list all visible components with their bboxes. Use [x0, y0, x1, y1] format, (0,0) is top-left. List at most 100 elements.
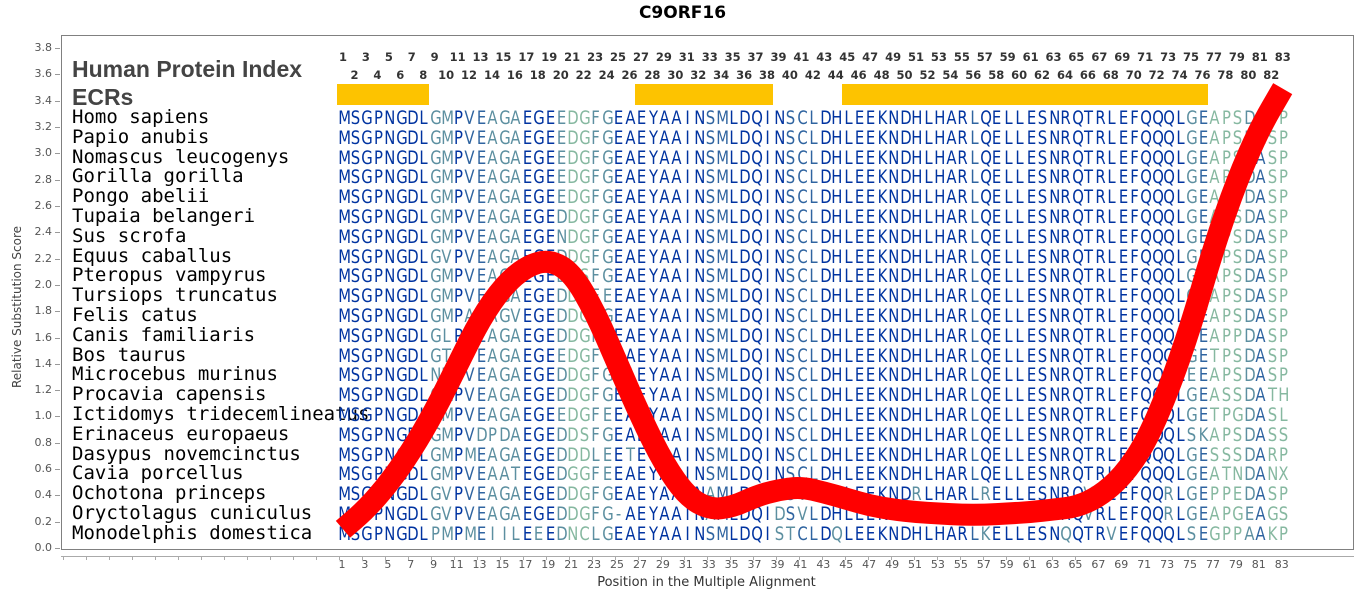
residue: A [671, 186, 681, 209]
residue: R [1060, 344, 1071, 367]
residue: N [1049, 404, 1060, 426]
residue: F [591, 225, 601, 248]
top-index-odd: 25 [610, 50, 627, 64]
residue: I [765, 126, 770, 149]
ecr-bar [337, 84, 429, 105]
residue: I [685, 305, 689, 327]
residue: E [992, 206, 1001, 228]
residue: N [384, 384, 395, 407]
residue: D [819, 245, 831, 268]
y-tick-mark [55, 74, 60, 76]
residue: L [729, 107, 737, 129]
residue: F [1130, 245, 1139, 268]
residue: D [900, 146, 911, 169]
residue: L [1004, 384, 1012, 407]
residue: C [796, 285, 807, 308]
residue: N [1049, 245, 1060, 268]
residue: S [1038, 186, 1047, 209]
residue: F [591, 206, 601, 228]
residue: G [361, 423, 373, 446]
residue: Q [980, 384, 992, 407]
residue: P [1221, 107, 1231, 129]
residue: P [373, 285, 383, 308]
residue: L [1107, 404, 1115, 426]
y-tick-label: 1.8 [34, 304, 53, 318]
residue: V [464, 146, 475, 169]
residue: R [1060, 245, 1071, 268]
residue: E [1118, 146, 1127, 169]
residue: F [591, 364, 601, 387]
residue: E [637, 285, 646, 308]
top-index-odd: 49 [885, 50, 902, 64]
residue: L [1004, 146, 1012, 169]
residue: S [350, 206, 360, 228]
residue: P [373, 404, 383, 426]
residue: N [384, 285, 395, 308]
residue: D [819, 166, 831, 189]
residue: D [407, 324, 418, 347]
residue: D [739, 146, 751, 169]
residue: A [946, 364, 956, 387]
residue: A [671, 285, 681, 308]
residue: N [693, 324, 705, 347]
y-tick-label: 3.2 [34, 120, 53, 134]
residue: N [774, 384, 785, 407]
residue: I [765, 225, 770, 248]
residue: N [888, 384, 900, 407]
residue: A [946, 126, 956, 149]
residue: N [693, 364, 705, 387]
residue: H [831, 126, 842, 149]
residue: P [1233, 324, 1242, 347]
residue: D [567, 206, 579, 228]
residue: D [407, 206, 418, 228]
residue: L [1015, 265, 1024, 288]
residue: P [1279, 126, 1288, 149]
residue: G [498, 245, 511, 268]
residue: R [1094, 146, 1105, 169]
x-tick-mark [224, 556, 225, 560]
residue: L [1176, 305, 1184, 327]
residue: A [671, 384, 681, 407]
y-tick-label: 2.6 [34, 199, 53, 212]
residue: G [579, 126, 591, 149]
residue: Q [1152, 305, 1164, 327]
y-tick-mark [55, 548, 60, 549]
residue: L [419, 245, 428, 268]
residue: A [1255, 206, 1265, 228]
residue: R [1094, 305, 1105, 327]
residue: G [533, 305, 545, 327]
residue: N [384, 146, 395, 169]
residue: R [1094, 107, 1105, 129]
x-tick-mark [316, 556, 317, 560]
residue: A [1209, 285, 1220, 308]
residue: D [739, 166, 751, 189]
residue: H [831, 206, 842, 228]
residue: S [1232, 265, 1242, 288]
residue: Q [1071, 206, 1084, 228]
residue: H [911, 344, 923, 367]
residue: G [602, 166, 614, 189]
x-tick-mark [730, 556, 731, 560]
residue: E [1026, 404, 1036, 426]
residue: N [774, 166, 785, 189]
residue: T [1084, 126, 1093, 149]
residue: L [924, 324, 932, 347]
top-index-even: 32 [690, 68, 707, 82]
residue: R [1060, 404, 1071, 426]
residue: L [843, 305, 852, 327]
residue: N [1049, 344, 1060, 367]
residue: Q [1071, 166, 1084, 189]
residue: D [567, 126, 579, 149]
residue: L [969, 324, 978, 347]
residue: G [498, 404, 511, 426]
residue: E [1187, 364, 1196, 387]
y-tick-mark [55, 311, 60, 313]
residue: F [1130, 324, 1139, 347]
residue: P [1279, 206, 1288, 228]
residue: Q [980, 285, 992, 308]
residue: A [487, 324, 498, 347]
residue: A [510, 285, 521, 308]
top-index-even: 34 [713, 68, 730, 82]
residue: L [809, 126, 817, 149]
residue: D [567, 344, 579, 367]
